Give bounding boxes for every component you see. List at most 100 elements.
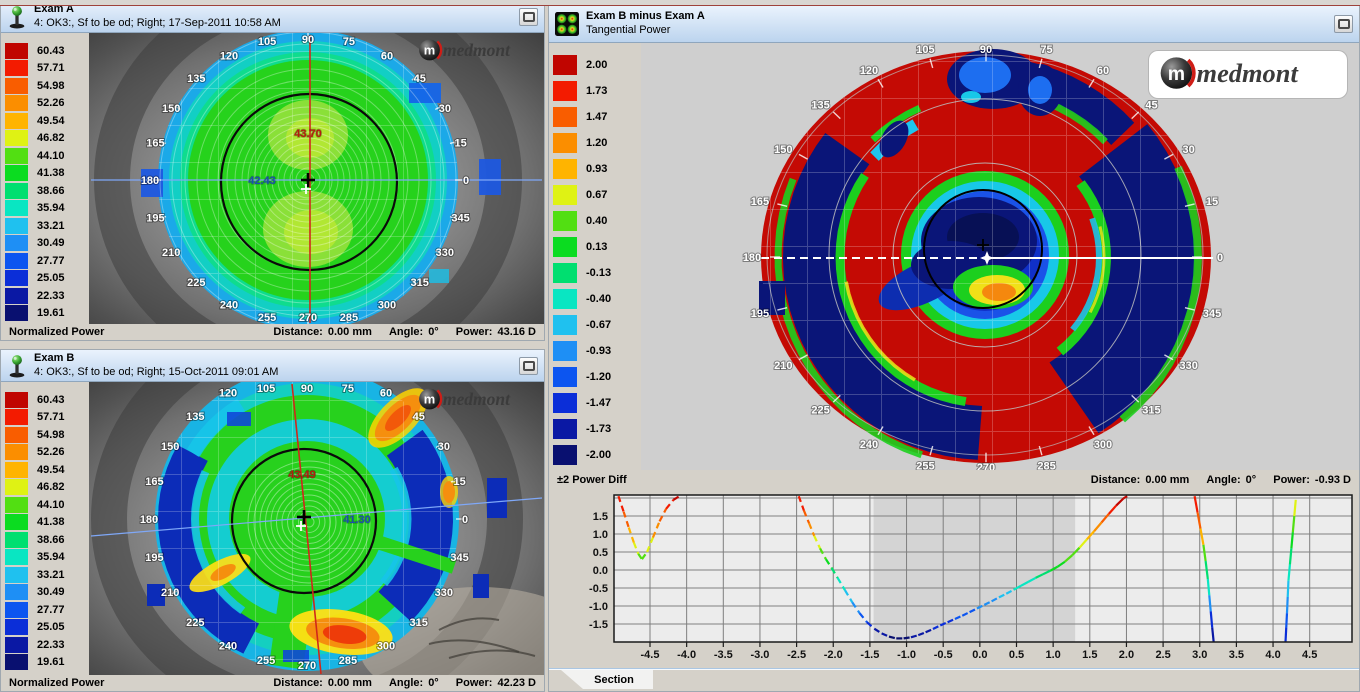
difference-restore-button[interactable]	[1334, 15, 1353, 33]
scale-row: 38.66	[5, 182, 89, 200]
scale-value: 19.61	[37, 656, 65, 669]
angle-label: 345	[450, 552, 468, 564]
scale-value: 44.10	[37, 149, 65, 162]
restore-icon	[522, 11, 535, 22]
scale-value: 1.73	[586, 85, 608, 97]
angle-label: 120	[220, 50, 238, 62]
scale-value: 22.33	[37, 289, 65, 302]
angle-label: 180	[141, 175, 159, 187]
y-tick-label: -1.5	[589, 619, 608, 631]
angle-tick	[198, 74, 205, 81]
angle-label: 225	[187, 277, 205, 289]
angle-label: 270	[299, 312, 317, 324]
steep-power-value: 43.70	[294, 128, 322, 140]
angle-label: Angle:	[388, 326, 424, 338]
angle-label: 210	[161, 587, 179, 599]
angle-label: 0	[1217, 252, 1223, 264]
x-tick-label: 4.0	[1265, 649, 1280, 661]
exam-b-header[interactable]: Exam B 4: OK3:, Sf to be od; Right; 15-O…	[1, 350, 544, 382]
angle-label: 15	[453, 476, 465, 488]
angle-label: 180	[743, 252, 761, 264]
angle-tick	[449, 215, 457, 219]
angle-tick	[159, 215, 167, 219]
svg-text:medmont: medmont	[443, 40, 511, 60]
distance-label: Distance:	[273, 677, 323, 689]
angle-tick	[1038, 58, 1043, 69]
scale-row: 0.13	[553, 234, 641, 260]
scale-swatch	[5, 235, 28, 252]
scale-swatch	[553, 211, 577, 231]
scale-value: 30.49	[37, 237, 65, 250]
scale-swatch	[5, 514, 28, 531]
angle-label: 210	[774, 360, 792, 372]
angle-tick	[411, 412, 418, 419]
scale-swatch	[5, 654, 28, 671]
x-tick-label: 4.5	[1302, 649, 1317, 661]
angle-label: 210	[162, 247, 180, 259]
angle-label: 150	[774, 144, 792, 156]
exam-a-restore-button[interactable]	[519, 7, 538, 26]
scale-value: 49.54	[37, 114, 65, 127]
scale-swatch	[5, 461, 28, 478]
scale-value: 1.47	[586, 111, 608, 123]
scale-swatch	[5, 270, 28, 287]
scale-value: 57.71	[37, 411, 65, 424]
scale-row: 1.20	[553, 130, 641, 156]
difference-topography-map[interactable]: 0 15 30 45 60 75 90 105 120 135 150 165 180 195 210 225…	[641, 43, 1359, 470]
scale-row: 46.82	[5, 130, 89, 148]
lens-zone-shading	[873, 495, 1076, 642]
exam-b-subtitle: 4: OK3:, Sf to be od; Right; 15-Oct-2011…	[34, 365, 279, 378]
y-tick-label: 1.0	[593, 529, 608, 541]
tab-section[interactable]: Section	[561, 670, 653, 689]
angle-label: 285	[339, 655, 357, 667]
joystick-icon	[7, 4, 27, 30]
angle-tick	[228, 642, 234, 650]
angle-tick	[196, 619, 203, 626]
section-profile-chart[interactable]: -4.5 -4.0 -3.5 -3.0 -2.5 -2.0 -1.5 -1.0 -0.5 0.0 0…	[549, 489, 1359, 665]
angle-label: 195	[751, 308, 769, 320]
scale-swatch	[5, 496, 28, 513]
difference-color-scale: 2.00 1.73 1.47 1.20 0.93 0.67 0.40 0.13 -0.13 -0.…	[549, 43, 641, 470]
exam-a-topography-map[interactable]: 43.70 42.43 0 15 30 45 60 75 90 105 120 135 150 165 18…	[89, 33, 544, 324]
difference-header[interactable]: Exam B minus Exam A Tangential Power	[549, 6, 1359, 43]
exam-b-scale-label: Normalized Power	[9, 677, 105, 689]
scale-swatch	[553, 419, 577, 439]
scale-swatch	[5, 182, 28, 199]
scale-value: 25.05	[37, 621, 65, 634]
exam-a-header[interactable]: Exam A 4: OK3:, Sf to be od; Right; 17-S…	[1, 1, 544, 33]
scale-row: -0.93	[553, 338, 641, 364]
scale-value: 22.33	[37, 638, 65, 651]
x-tick-label: -3.5	[714, 649, 733, 661]
angle-tick	[798, 153, 808, 160]
medmont-logo: m medmont	[418, 387, 536, 414]
scale-value: -0.13	[586, 267, 612, 279]
difference-status-bar: ±2 Power Diff Distance: 0.00 mm Angle: 0° …	[549, 470, 1359, 489]
angle-tick	[434, 105, 442, 111]
svg-text:m: m	[424, 43, 435, 58]
angle-tick	[1088, 78, 1095, 88]
angle-tick	[1088, 426, 1095, 436]
angle-label: 45	[1145, 99, 1157, 111]
angle-tick	[344, 656, 349, 664]
scale-value: 19.61	[37, 307, 65, 320]
power-label: Power:	[1273, 473, 1310, 486]
angle-tick	[156, 479, 164, 483]
power-value: 42.23 D	[497, 677, 536, 689]
exam-b-restore-button[interactable]	[519, 356, 538, 375]
cursor-star	[980, 251, 994, 265]
scale-value: -0.93	[586, 345, 612, 357]
scale-row: 44.10	[5, 496, 89, 514]
angle-label: 315	[411, 277, 429, 289]
angle-tick	[929, 445, 934, 456]
scale-row: 27.77	[5, 252, 89, 270]
scale-value: 44.10	[37, 498, 65, 511]
angle-tick	[411, 74, 418, 81]
angle-tick	[174, 249, 182, 255]
angle-label: 30	[1183, 144, 1195, 156]
angle-label: 240	[220, 300, 238, 312]
angle-label: 75	[1040, 44, 1052, 56]
angle-tick	[380, 388, 386, 396]
angle-label: 150	[162, 103, 180, 115]
exam-b-topography-map[interactable]: 43.49 41.30 0 15 30 45 60 75 90 105 120 135 150 165 18…	[89, 382, 544, 675]
angle-label: 195	[145, 552, 163, 564]
